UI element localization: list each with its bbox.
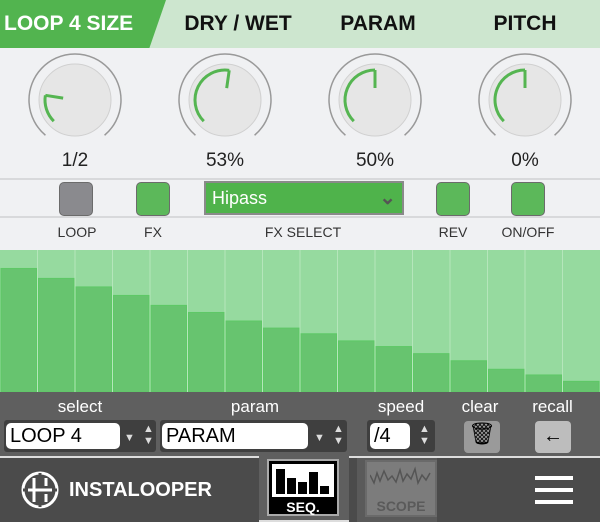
sequencer-bar[interactable]: [188, 311, 225, 392]
knob-pitch[interactable]: [475, 50, 575, 150]
dry-wet-value: 53%: [205, 150, 245, 171]
knob-face: [488, 63, 562, 137]
knob-ring: [478, 53, 572, 136]
knob-face: [338, 63, 412, 137]
select-menu[interactable]: LOOP 4 ▼ ▲ ▼: [4, 420, 156, 452]
sequencer-bar[interactable]: [0, 267, 37, 392]
loop-size-value: 1/2: [61, 150, 89, 171]
tab-loop-size[interactable]: [0, 0, 166, 48]
rev-label: REV: [438, 224, 468, 240]
sequencer-bar[interactable]: [300, 333, 337, 392]
chevron-down-icon: ⌄: [379, 187, 396, 209]
hamburger-icon: [535, 476, 573, 504]
knob-arc: [343, 68, 376, 123]
tab-title: LOOP 4 SIZE: [4, 12, 134, 35]
sequencer-bar[interactable]: [563, 380, 600, 392]
sequencer-bar[interactable]: [113, 294, 150, 392]
speed-value: /4: [370, 423, 410, 449]
knob-pointer: [45, 93, 64, 100]
loop-toggle[interactable]: [59, 182, 93, 216]
bars-icon: [272, 464, 334, 497]
knob-ring: [328, 53, 422, 136]
fx-select-value: Hipass: [212, 188, 268, 208]
waveform-icon: [370, 466, 431, 486]
scope-label: SCOPE: [376, 498, 426, 514]
knob-arc: [193, 68, 230, 123]
select-value: LOOP 4: [6, 423, 120, 449]
speed-label: speed: [377, 397, 425, 416]
title-param: PARAM: [340, 12, 416, 35]
stepper-icon[interactable]: ▲ ▼: [333, 423, 344, 447]
knob-arc: [43, 95, 55, 123]
sequencer-bar[interactable]: [225, 320, 262, 392]
sequencer-bar[interactable]: [338, 340, 375, 392]
dropdown-arrow-icon[interactable]: ▼: [314, 432, 325, 444]
pitch-value: 0%: [511, 150, 539, 171]
sequencer-bar[interactable]: [375, 346, 412, 392]
knob-pointer: [225, 70, 231, 89]
sequencer-bar[interactable]: [488, 368, 525, 392]
recall-button[interactable]: ←: [535, 421, 571, 453]
knob-face: [38, 63, 112, 137]
sequencer-bar[interactable]: [75, 286, 112, 392]
knob-dry-wet[interactable]: [175, 50, 275, 150]
sequencer-bar[interactable]: [263, 327, 300, 392]
select-label: select: [57, 397, 103, 416]
instalooper-logo-icon: [21, 471, 59, 509]
knob-loop-size[interactable]: [25, 50, 125, 150]
clear-label: clear: [461, 397, 499, 416]
divider: [0, 178, 600, 180]
dropdown-arrow-icon[interactable]: ▼: [124, 432, 135, 444]
fx-select-label: FX SELECT: [264, 224, 342, 240]
divider: [0, 216, 600, 218]
knob-arc: [493, 68, 526, 123]
sequencer-bar[interactable]: [150, 304, 187, 392]
param-menu[interactable]: PARAM ▼ ▲ ▼: [160, 420, 347, 452]
arrow-left-icon: ←: [543, 425, 563, 447]
fx-label: FX: [144, 224, 162, 240]
onoff-toggle[interactable]: [511, 182, 545, 216]
rev-toggle[interactable]: [436, 182, 470, 216]
fx-select-dropdown[interactable]: Hipass ⌄: [204, 181, 404, 215]
fx-toggle[interactable]: [136, 182, 170, 216]
sequencer-chart[interactable]: [0, 250, 600, 392]
seq-button[interactable]: SEQ.: [267, 459, 339, 516]
param-value-field: PARAM: [162, 423, 308, 449]
loop-label: LOOP: [57, 224, 97, 240]
title-dry-wet: DRY / WET: [184, 12, 292, 35]
trash-icon: 🗑: [468, 421, 496, 446]
param-value: 50%: [355, 150, 395, 171]
onoff-label: ON/OFF: [501, 224, 555, 240]
sequencer-bar[interactable]: [38, 277, 75, 392]
scope-button[interactable]: SCOPE: [365, 460, 437, 517]
recall-label: recall: [532, 397, 573, 416]
seq-label: SEQ.: [286, 499, 320, 515]
knob-ring: [28, 53, 122, 136]
stepper-icon[interactable]: ▲ ▼: [143, 423, 154, 447]
param-label: param: [230, 397, 280, 416]
knob-ring: [178, 53, 272, 136]
speed-number[interactable]: /4 ▲ ▼: [367, 420, 435, 452]
knob-face: [188, 63, 262, 137]
clear-button[interactable]: 🗑: [464, 421, 500, 453]
sequencer-bar[interactable]: [525, 374, 562, 392]
sequencer-bar[interactable]: [413, 353, 450, 392]
knob-param[interactable]: [325, 50, 425, 150]
menu-button[interactable]: [535, 476, 573, 506]
sequencer-bar[interactable]: [450, 360, 487, 392]
stepper-icon[interactable]: ▲ ▼: [419, 423, 430, 447]
brand-name: INSTALOOPER: [69, 479, 212, 501]
title-pitch: PITCH: [493, 12, 557, 35]
